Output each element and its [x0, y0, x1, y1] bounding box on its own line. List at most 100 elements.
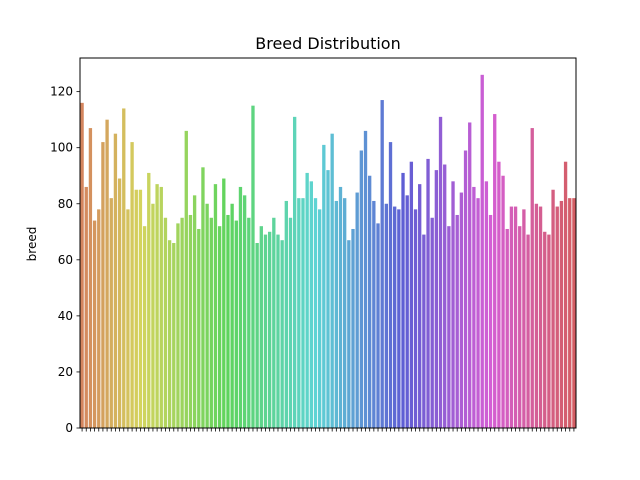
bar [147, 172, 151, 428]
bar [305, 172, 309, 428]
bar [301, 198, 305, 428]
bar [572, 198, 576, 428]
bar [122, 108, 126, 428]
bar [434, 170, 439, 428]
bar [543, 231, 547, 428]
bar [142, 226, 147, 428]
bar [251, 105, 255, 429]
bar [167, 240, 172, 428]
bar [522, 209, 526, 428]
bar [284, 200, 288, 428]
bar [488, 214, 493, 428]
bar [555, 206, 559, 428]
bar [326, 170, 330, 428]
chart-title: Breed Distribution [255, 34, 400, 53]
bar [172, 243, 176, 428]
bar [151, 203, 155, 428]
bar [347, 240, 351, 428]
bar [484, 181, 489, 428]
bar [413, 209, 418, 428]
bar [472, 186, 476, 428]
bar [92, 220, 97, 428]
bar [380, 100, 384, 429]
bar [130, 142, 134, 428]
bar [209, 217, 213, 428]
bar [509, 206, 514, 428]
bar [297, 198, 301, 428]
bar [359, 150, 364, 428]
bar [242, 195, 247, 428]
bar [109, 198, 113, 428]
x-axis [81, 428, 575, 432]
bar [184, 130, 188, 428]
bar [230, 203, 234, 428]
bar [363, 130, 368, 428]
y-axis: 0 20 40 60 80 100 120 [50, 85, 80, 435]
bar [526, 234, 530, 428]
bar [263, 234, 268, 428]
bar [259, 226, 263, 428]
bar [534, 203, 539, 428]
bar [180, 217, 184, 428]
bar [288, 217, 293, 428]
bar [401, 172, 405, 428]
bar [101, 142, 105, 428]
bar [238, 186, 243, 428]
bar [117, 178, 122, 428]
bar [272, 217, 276, 428]
bar [563, 161, 568, 428]
bar [455, 214, 459, 428]
bar [134, 189, 138, 428]
bar [234, 220, 238, 428]
bar [355, 192, 359, 428]
bar [476, 198, 480, 428]
bar [138, 189, 143, 428]
bars-group [80, 74, 576, 429]
bar [280, 240, 284, 428]
bar [97, 209, 101, 428]
bar [197, 228, 201, 428]
bar [409, 161, 414, 428]
bar [513, 206, 518, 428]
y-tick-label: 0 [65, 421, 73, 435]
bar [547, 234, 551, 428]
y-tick-label: 60 [58, 253, 73, 267]
bar [255, 243, 259, 428]
bar [267, 231, 272, 428]
bar [338, 186, 343, 428]
bar [480, 74, 484, 428]
bar [388, 142, 393, 428]
bar [393, 206, 397, 428]
bar [163, 217, 168, 428]
bar [247, 217, 251, 428]
bar [188, 214, 193, 428]
bar [334, 200, 338, 428]
bar [443, 164, 447, 428]
bar [126, 209, 130, 428]
bar [459, 192, 464, 428]
bar [468, 122, 472, 428]
bar [568, 198, 572, 428]
bar [318, 209, 322, 428]
bar [447, 226, 451, 428]
y-axis-label: breed [25, 227, 39, 262]
y-tick-label: 100 [50, 141, 73, 155]
bar [451, 181, 455, 428]
bar [376, 223, 380, 428]
bar [322, 144, 326, 428]
bar [217, 226, 222, 428]
bar [518, 226, 522, 428]
bar [397, 209, 401, 428]
axes-frame [79, 57, 577, 429]
bar [493, 114, 497, 428]
bar [205, 203, 209, 428]
bar [309, 181, 313, 428]
bar [418, 184, 422, 428]
bar [343, 198, 347, 428]
bar [368, 175, 372, 428]
bar [501, 175, 505, 428]
bar [405, 195, 409, 428]
bar [426, 158, 430, 428]
bar [176, 223, 180, 428]
bar [530, 128, 534, 428]
